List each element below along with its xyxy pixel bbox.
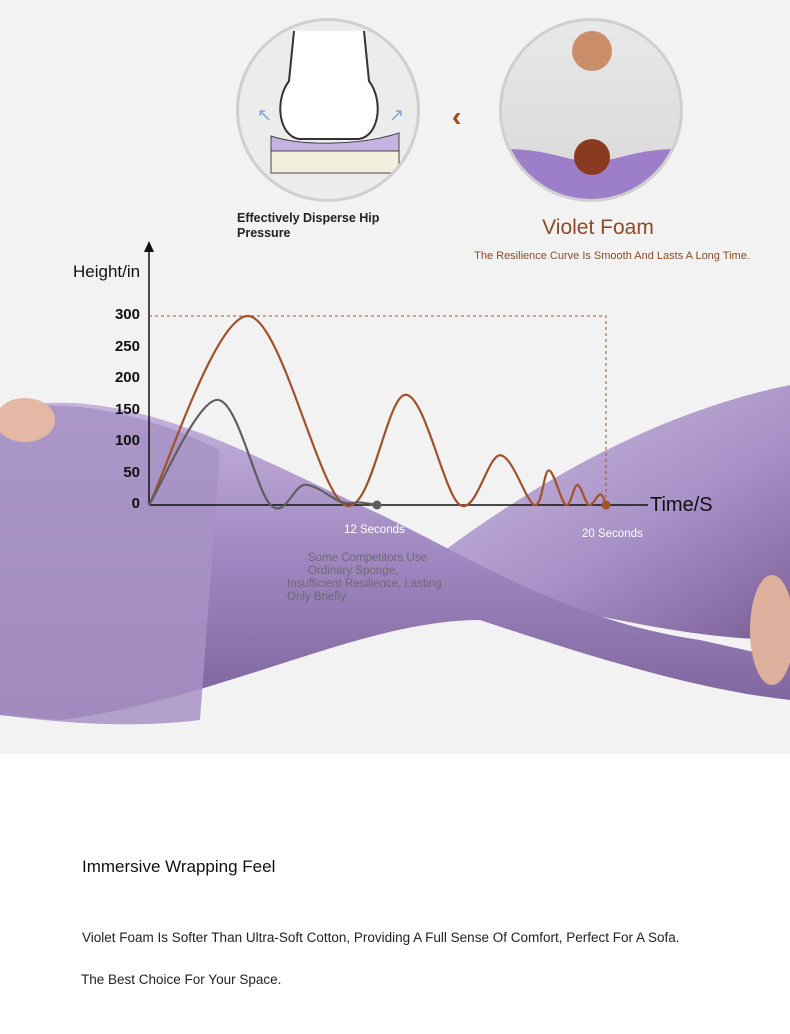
- svg-text:↖: ↖: [257, 105, 272, 125]
- foam-sheet-left: [0, 405, 220, 725]
- annotation-20-seconds: 20 Seconds: [582, 528, 643, 540]
- section-footer: The Best Choice For Your Space.: [81, 972, 282, 987]
- competitor-note-line: Some Competitors Use: [308, 552, 427, 564]
- hip-pressure-caption: Effectively Disperse Hip Pressure: [237, 211, 380, 240]
- y-tick-label: 200: [114, 369, 140, 386]
- violet-foam-title: Violet Foam: [542, 216, 654, 239]
- competitor-note-line: Insufficient Resilience, Lasting: [287, 578, 442, 590]
- competitor-note: Some Competitors Use Ordinary Sponge, In…: [287, 552, 477, 604]
- y-tick-label: 300: [114, 306, 140, 323]
- annotation-12-seconds: 12 Seconds: [344, 524, 405, 536]
- foam-background-image: [0, 385, 790, 725]
- y-tick-label: 100: [114, 432, 140, 449]
- svg-text:↗: ↗: [389, 105, 404, 125]
- hand-left: [0, 398, 55, 442]
- violet-series-line: [148, 314, 608, 508]
- x-axis-label: Time/S: [650, 494, 713, 516]
- competitor-end-point: [372, 500, 382, 510]
- reference-box: [149, 315, 607, 505]
- competitor-note-line: Ordinary Sponge,: [308, 565, 399, 577]
- y-axis-arrow-icon: [144, 241, 154, 252]
- competitor-series-line: [148, 398, 378, 510]
- y-tick-label: 150: [114, 400, 140, 418]
- y-tick-label: 50: [123, 463, 140, 481]
- competitor-note-line: Only Briefly: [287, 591, 346, 603]
- y-tick-label: 0: [131, 495, 140, 512]
- section-body: Violet Foam Is Softer Than Ultra-Soft Co…: [82, 930, 680, 945]
- ball-drop-illustration: [499, 18, 683, 202]
- y-axis-label: Height/in: [73, 262, 141, 281]
- hip-pressure-illustration: ↖ ↗: [236, 18, 420, 202]
- resilience-chart: [144, 241, 648, 510]
- hand-right: [750, 575, 790, 685]
- hero-banner: ↖ ↗ ‹ Effectively Disperse Hip Pressure …: [0, 0, 790, 754]
- violet-end-point: [601, 500, 611, 510]
- chevron-left-icon: ‹: [452, 101, 462, 132]
- y-tick-label: 250: [114, 337, 140, 355]
- section-title: Immersive Wrapping Feel: [82, 857, 276, 876]
- violet-foam-subtitle: The Resilience Curve Is Smooth And Lasts…: [474, 250, 750, 262]
